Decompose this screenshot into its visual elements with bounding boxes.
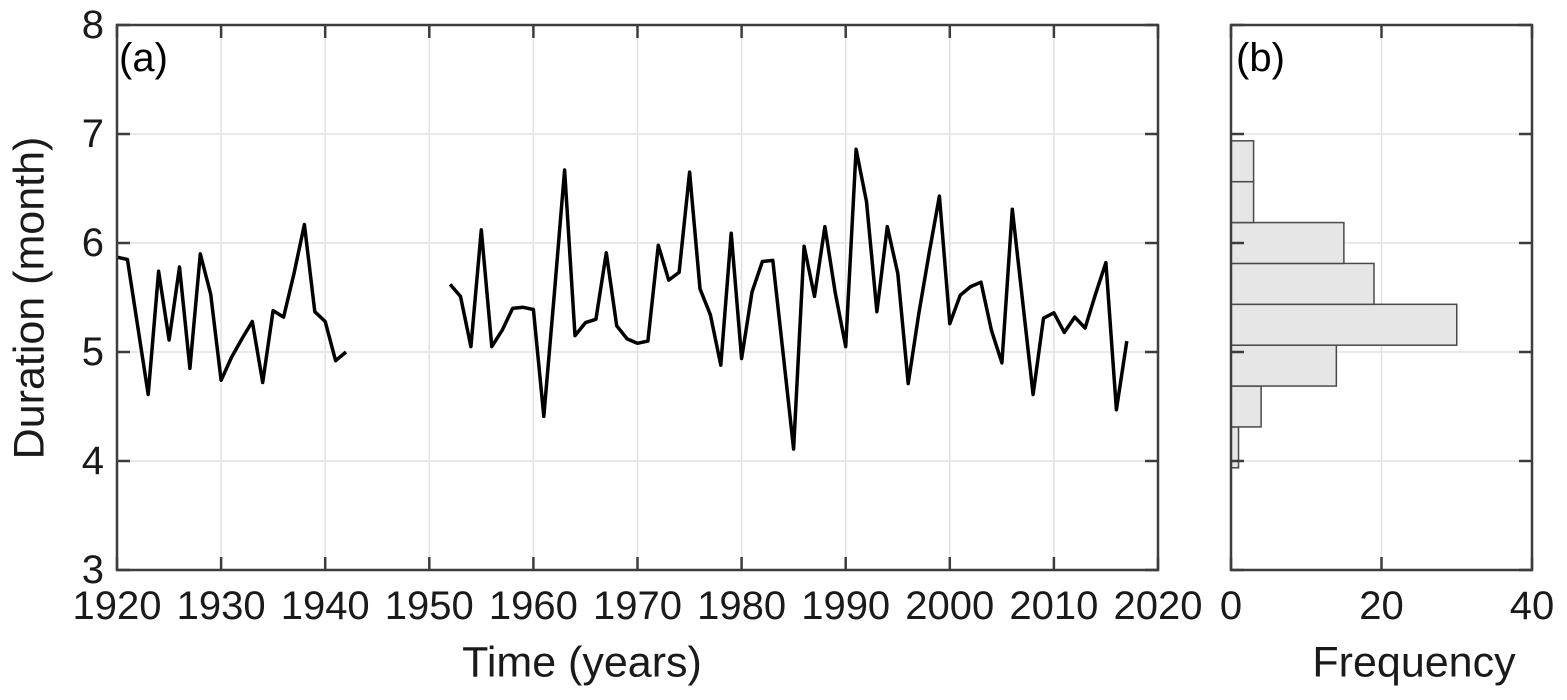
panel-b-x-tick-label-40: 40: [1509, 584, 1555, 628]
panel-a-x-tick-label-1960: 1960: [488, 584, 578, 628]
x-axis-title-time: Time (years): [462, 638, 702, 687]
panel-a-y-tick-label-3: 3: [81, 548, 104, 592]
panel-a-x-tick-label-1970: 1970: [593, 584, 682, 628]
panel-a-x-tick-label-2000: 2000: [905, 584, 995, 628]
histogram-bar: [1230, 385, 1262, 428]
histogram-bar: [1230, 344, 1338, 387]
plot-frame-a: [115, 23, 1160, 572]
panel-a-y-tick-label-4: 4: [81, 439, 104, 483]
panel-b-label: (b): [1236, 36, 1285, 80]
panel-a-y-tick-label-5: 5: [81, 330, 104, 374]
panel-a-x-tick-label-1920: 1920: [72, 584, 162, 628]
panel-a-x-tick-label-2010: 2010: [1009, 584, 1099, 628]
panel-a-x-tick-label-1990: 1990: [801, 584, 891, 628]
panel-a-x-tick-label-1930: 1930: [176, 584, 266, 628]
histogram-bar: [1230, 180, 1255, 224]
y-axis-title-duration: Duration (month): [5, 136, 54, 460]
plot-frame-b: [1229, 23, 1534, 572]
x-axis-title-frequency: Frequency: [1312, 638, 1516, 687]
panel-a-x-tick-label-1940: 1940: [280, 584, 370, 628]
histogram-bar: [1230, 221, 1345, 265]
panel-b-x-tick-label-0: 0: [1219, 584, 1243, 628]
duration-line-duration-1920-1942: [116, 222, 348, 397]
duration-line-duration-1952-2017: [448, 147, 1129, 451]
histogram-bar: [1230, 262, 1375, 306]
panel-a-y-tick-label-6: 6: [81, 221, 104, 265]
panel-a-label: (a): [119, 36, 168, 80]
panel-a-y-tick-label-8: 8: [81, 3, 104, 47]
panel-b-x-tick-label-20: 20: [1359, 584, 1404, 628]
panel-a-x-tick-label-2020: 2020: [1113, 584, 1203, 628]
histogram-bar: [1230, 140, 1255, 183]
panel-a-x-tick-label-1980: 1980: [697, 584, 787, 628]
histogram-bar: [1230, 303, 1458, 346]
panel-a-x-tick-label-1950: 1950: [384, 584, 474, 628]
panel-a-y-tick-label-7: 7: [81, 112, 104, 156]
